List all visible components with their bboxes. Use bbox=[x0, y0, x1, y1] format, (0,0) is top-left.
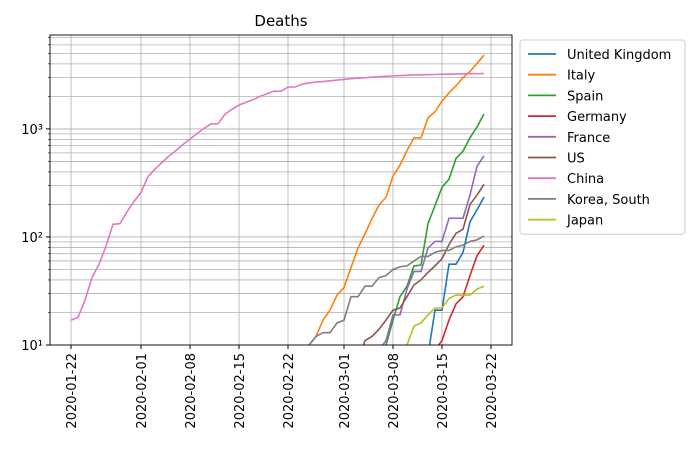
series-group bbox=[308, 235, 485, 345]
series-group bbox=[70, 72, 485, 321]
legend-label: China bbox=[567, 172, 604, 187]
series-group bbox=[437, 244, 485, 345]
x-tick-label: 2020-01-22 bbox=[65, 353, 80, 429]
y-tick-label: 10¹ bbox=[21, 339, 43, 354]
legend-label: Germany bbox=[567, 110, 627, 125]
legend-label: Korea, South bbox=[567, 193, 650, 208]
legend-label: United Kingdom bbox=[567, 48, 671, 63]
legend-label: Italy bbox=[567, 69, 596, 84]
x-tick-label: 2020-02-08 bbox=[184, 353, 199, 429]
x-tick-label: 2020-02-22 bbox=[282, 353, 297, 429]
series-line bbox=[437, 244, 485, 345]
series-line bbox=[428, 196, 485, 345]
series-group bbox=[385, 113, 485, 345]
series-line bbox=[406, 285, 485, 345]
y-tick-label: 10² bbox=[21, 231, 43, 246]
series-line bbox=[308, 54, 485, 345]
series-group bbox=[406, 285, 485, 345]
series-group bbox=[362, 183, 485, 345]
legend-label: Japan bbox=[566, 214, 603, 229]
legend-box bbox=[519, 39, 686, 235]
series-group bbox=[381, 155, 485, 345]
series-line bbox=[362, 183, 485, 345]
x-tick-label: 2020-02-01 bbox=[135, 353, 150, 429]
x-tick-label: 2020-03-22 bbox=[485, 353, 500, 429]
legend-label: US bbox=[567, 152, 585, 167]
plot-frame bbox=[49, 34, 513, 346]
series-line bbox=[308, 235, 485, 345]
series-line bbox=[70, 72, 485, 321]
x-tick-label: 2020-03-08 bbox=[387, 353, 402, 429]
legend-label: France bbox=[567, 131, 610, 146]
series-group bbox=[308, 54, 485, 345]
series-group bbox=[428, 196, 485, 345]
x-tick-label: 2020-03-01 bbox=[338, 353, 353, 429]
series-line bbox=[385, 113, 485, 345]
series-line bbox=[381, 155, 485, 345]
x-tick-label: 2020-03-15 bbox=[436, 353, 451, 429]
x-tick-label: 2020-02-15 bbox=[233, 353, 248, 429]
y-tick-label: 10³ bbox=[21, 123, 43, 138]
legend-label: Spain bbox=[567, 89, 603, 104]
chart-title: Deaths bbox=[254, 12, 307, 30]
